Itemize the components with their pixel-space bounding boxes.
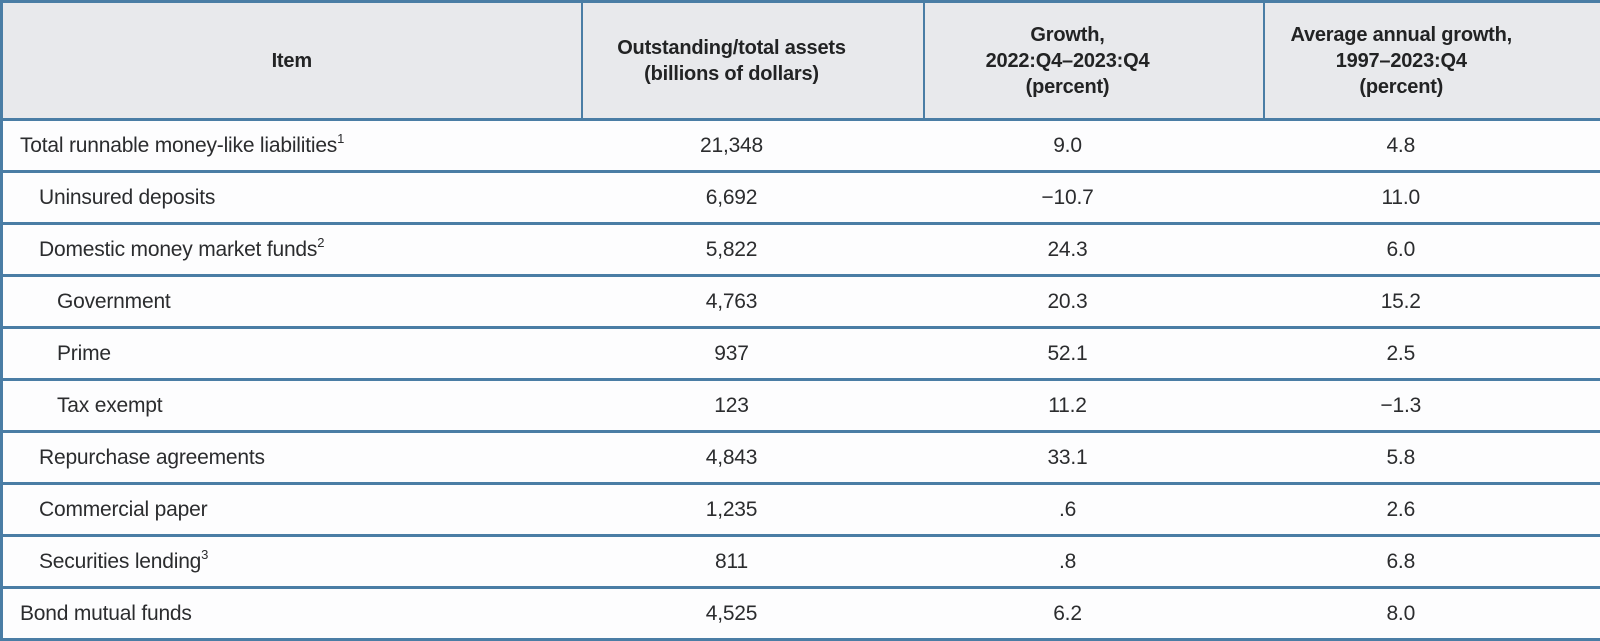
header-row: Item Outstanding/total assets (billions …	[1, 1, 1600, 121]
row-label: Commercial paper	[39, 497, 208, 521]
growth-value: .8	[923, 534, 1264, 588]
item-cell: Tax exempt	[1, 378, 582, 432]
header-line: Growth,	[1030, 23, 1105, 46]
item-cell: Bond mutual funds	[1, 586, 582, 640]
avg-growth-value: 6.0	[1263, 222, 1600, 276]
row-footnote-marker: 3	[201, 546, 209, 562]
outstanding-value: 937	[581, 326, 924, 380]
avg-growth-value: 2.6	[1263, 482, 1600, 536]
row-label: Total runnable money-like liabilities	[20, 133, 338, 157]
header-line: 2022:Q4–2023:Q4	[985, 49, 1150, 72]
growth-value: 11.2	[923, 378, 1264, 432]
item-cell: Commercial paper	[1, 482, 582, 536]
item-cell: Prime	[1, 326, 582, 380]
table-row: Commercial paper 1,235 .6 2.6	[1, 482, 1600, 536]
col-header-outstanding: Outstanding/total assets (billions of do…	[580, 1, 924, 121]
item-cell: Government	[1, 274, 582, 328]
item-cell: Total runnable money-like liabilities1	[1, 119, 582, 172]
table-row: Securities lending3 811 .8 6.8	[1, 534, 1600, 588]
avg-growth-value: 11.0	[1263, 170, 1600, 224]
header-line: Item	[271, 49, 313, 72]
growth-value: 52.1	[923, 326, 1264, 380]
avg-growth-value: 15.2	[1263, 274, 1600, 328]
table-row: Uninsured deposits 6,692 −10.7 11.0	[1, 170, 1600, 224]
avg-growth-value: −1.3	[1263, 378, 1600, 432]
growth-value: .6	[923, 482, 1264, 536]
outstanding-value: 6,692	[581, 170, 924, 224]
item-cell: Domestic money market funds2	[1, 222, 582, 276]
item-cell: Uninsured deposits	[1, 170, 582, 224]
table-row: Prime 937 52.1 2.5	[1, 326, 1600, 380]
item-cell: Repurchase agreements	[1, 430, 582, 484]
avg-growth-value: 6.8	[1263, 534, 1600, 588]
row-label: Tax exempt	[57, 393, 163, 417]
table-row: Government 4,763 20.3 15.2	[1, 274, 1600, 328]
outstanding-value: 4,763	[581, 274, 924, 328]
col-header-item: Item	[1, 1, 582, 121]
table-row: Total runnable money-like liabilities1 2…	[1, 119, 1600, 172]
avg-growth-value: 5.8	[1263, 430, 1600, 484]
row-label: Securities lending	[39, 549, 202, 573]
row-label: Domestic money market funds	[39, 237, 318, 261]
row-footnote-marker: 2	[317, 234, 325, 250]
header-line: (billions of dollars)	[644, 62, 819, 85]
outstanding-value: 1,235	[581, 482, 924, 536]
outstanding-value: 5,822	[581, 222, 924, 276]
col-header-growth: Growth, 2022:Q4–2023:Q4 (percent)	[922, 1, 1264, 121]
growth-value: 20.3	[923, 274, 1264, 328]
outstanding-value: 4,525	[581, 586, 924, 640]
outstanding-value: 21,348	[581, 119, 924, 172]
row-label: Repurchase agreements	[39, 445, 265, 469]
table-row: Domestic money market funds2 5,822 24.3 …	[1, 222, 1600, 276]
outstanding-value: 4,843	[581, 430, 924, 484]
outstanding-value: 811	[581, 534, 924, 588]
table-row: Repurchase agreements 4,843 33.1 5.8	[1, 430, 1600, 484]
growth-value: 33.1	[923, 430, 1264, 484]
header-line: Average annual growth,	[1290, 23, 1513, 46]
col-header-average-annual-growth: Average annual growth, 1997–2023:Q4 (per…	[1262, 1, 1600, 121]
header-line: 1997–2023:Q4	[1335, 49, 1467, 72]
outstanding-value: 123	[581, 378, 924, 432]
row-label: Prime	[57, 341, 111, 365]
growth-value: −10.7	[923, 170, 1264, 224]
avg-growth-value: 4.8	[1263, 119, 1600, 172]
item-cell: Securities lending3	[1, 534, 582, 588]
growth-value: 24.3	[923, 222, 1264, 276]
header-line: (percent)	[1359, 75, 1444, 98]
avg-growth-value: 2.5	[1263, 326, 1600, 380]
growth-value: 6.2	[923, 586, 1264, 640]
row-label: Bond mutual funds	[20, 601, 192, 625]
table-row: Tax exempt 123 11.2 −1.3	[1, 378, 1600, 432]
table-row: Bond mutual funds 4,525 6.2 8.0	[1, 586, 1600, 640]
row-label: Government	[57, 289, 171, 313]
avg-growth-value: 8.0	[1263, 586, 1600, 640]
row-label: Uninsured deposits	[39, 185, 216, 209]
header-line: Outstanding/total assets	[617, 36, 846, 59]
header-line: (percent)	[1025, 75, 1110, 98]
growth-value: 9.0	[923, 119, 1264, 172]
row-footnote-marker: 1	[337, 130, 345, 146]
